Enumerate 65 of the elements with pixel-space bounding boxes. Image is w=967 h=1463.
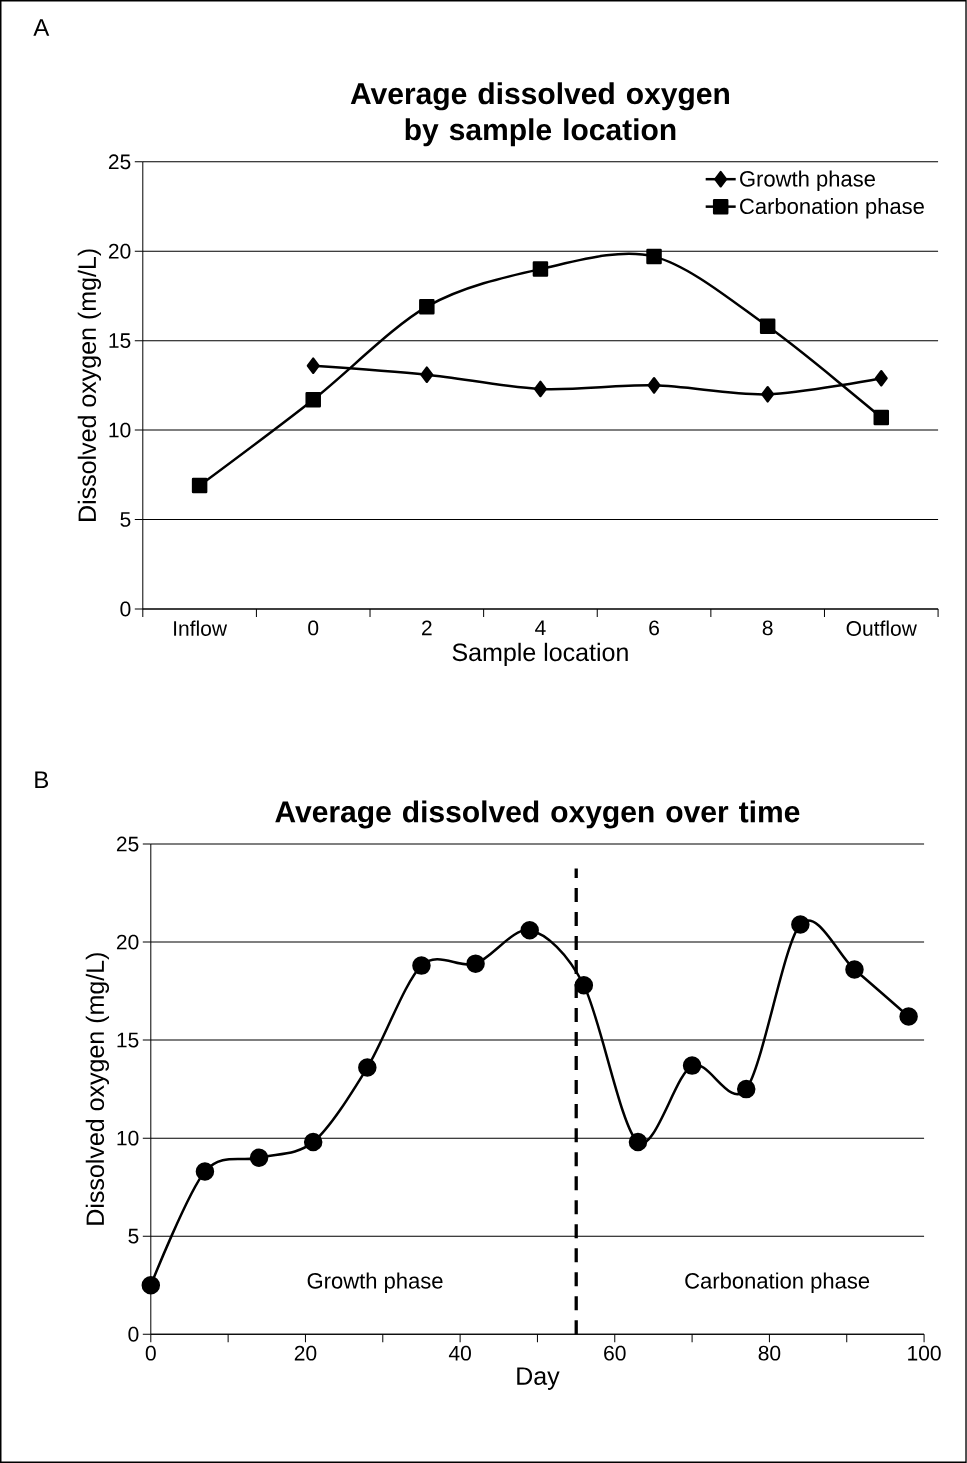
legend-label: Growth phase	[740, 170, 876, 191]
text: A	[33, 19, 50, 36]
point	[249, 1148, 269, 1167]
y-tick-label: 20	[117, 934, 139, 950]
x-tick-label: 100	[908, 1345, 941, 1361]
point	[304, 1132, 323, 1152]
point	[419, 298, 435, 315]
annotation: Growth phase	[307, 1272, 443, 1293]
point	[873, 409, 890, 426]
y-axis-title: Dissolved oxygen (mg/L)	[77, 249, 102, 521]
point	[191, 477, 208, 494]
chart-title: Average dissolved oxygen over time	[275, 800, 800, 829]
point	[737, 1079, 756, 1099]
point	[305, 391, 322, 408]
point	[682, 1056, 702, 1075]
point	[791, 915, 810, 934]
x-tick-label: 2	[422, 620, 432, 636]
point	[874, 369, 888, 387]
point	[845, 960, 864, 979]
point	[532, 261, 549, 277]
point	[899, 1007, 918, 1026]
point	[574, 975, 594, 995]
y-tick-label: 15	[109, 333, 131, 348]
x-tick-label: 8	[762, 620, 773, 636]
point	[534, 380, 548, 398]
y-tick-label: 25	[117, 836, 139, 852]
chart-title: Average dissolved oxygen by sample location	[350, 82, 730, 147]
y-tick-label: 25	[109, 154, 131, 170]
y-tick-label: 5	[120, 512, 131, 527]
point	[420, 366, 434, 383]
annotation: Carbonation phase	[685, 1272, 870, 1293]
x-tick-label: 20	[294, 1345, 317, 1361]
point	[358, 1058, 377, 1077]
x-tick-label: Inflow	[174, 620, 228, 636]
x-tick-label: 4	[535, 620, 546, 635]
point	[761, 386, 775, 403]
point	[306, 357, 320, 374]
legend-label: Carbonation phase	[740, 197, 924, 219]
y-axis-title: Dissolved oxygen (mg/L)	[85, 953, 110, 1225]
x-tick-label: Outflow	[846, 620, 918, 636]
x-tick-label: 0	[145, 1345, 156, 1361]
x-tick-label: 80	[758, 1345, 781, 1361]
y-tick-label: 15	[117, 1032, 139, 1048]
y-tick-label: 10	[109, 422, 131, 438]
point	[141, 1275, 161, 1295]
point	[520, 921, 540, 940]
x-tick-label: 6	[649, 620, 660, 636]
y-tick-label: 0	[128, 1326, 139, 1342]
text: B	[35, 771, 49, 789]
point	[628, 1132, 648, 1152]
x-tick-label: 0	[308, 620, 319, 636]
point	[759, 318, 776, 335]
point	[466, 954, 485, 973]
point	[412, 956, 431, 975]
x-axis-title: Sample location	[452, 642, 628, 667]
point	[646, 248, 662, 265]
y-tick-label: 0	[120, 601, 131, 617]
y-tick-label: 10	[117, 1130, 139, 1146]
y-tick-label: 20	[109, 243, 131, 259]
x-tick-label: 60	[604, 1345, 626, 1361]
y-tick-label: 5	[128, 1228, 139, 1244]
point	[647, 377, 661, 394]
point	[195, 1162, 215, 1181]
x-tick-label: 40	[448, 1345, 472, 1361]
x-axis-title: Day	[517, 1367, 560, 1390]
